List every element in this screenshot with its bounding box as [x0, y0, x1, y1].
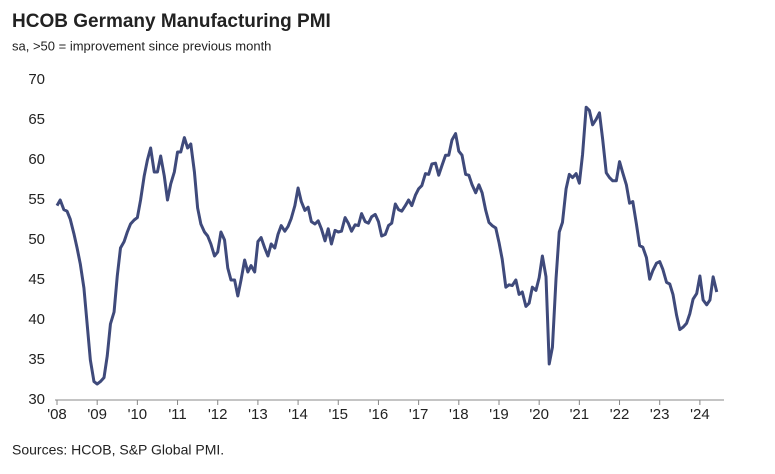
x-tick-label: '24 [690, 406, 710, 423]
chart-title: HCOB Germany Manufacturing PMI [12, 11, 331, 32]
x-tick-label: '15 [328, 406, 348, 423]
x-tick-label: '14 [288, 406, 308, 423]
y-tick-label: 35 [28, 351, 45, 368]
x-tick-label: '08 [47, 406, 67, 423]
x-tick-label: '22 [610, 406, 630, 423]
x-tick-label: '17 [409, 406, 429, 423]
y-tick-label: 60 [28, 151, 45, 168]
x-tick-label: '10 [128, 406, 148, 423]
x-tick-label: '09 [87, 406, 107, 423]
x-tick-label: '23 [650, 406, 670, 423]
x-tick-label: '19 [489, 406, 509, 423]
source-note: Sources: HCOB, S&P Global PMI. [12, 442, 224, 458]
y-tick-label: 50 [28, 231, 45, 248]
x-tick-label: '11 [168, 406, 186, 423]
x-tick-label: '12 [208, 406, 228, 423]
x-tick-label: '21 [570, 406, 590, 423]
y-tick-label: 45 [28, 271, 45, 288]
series-line [55, 105, 719, 386]
y-tick-label: 70 [28, 71, 45, 88]
x-tick-label: '16 [369, 406, 389, 423]
x-tick-label: '13 [248, 406, 268, 423]
x-tick-label: '18 [449, 406, 469, 423]
y-tick-label: 40 [28, 311, 45, 328]
x-tick-label: '20 [529, 406, 549, 423]
y-tick-label: 55 [28, 191, 45, 208]
y-tick-label: 65 [28, 111, 45, 128]
y-tick-label: 30 [28, 391, 45, 408]
chart-subtitle: sa, >50 = improvement since previous mon… [12, 38, 271, 53]
